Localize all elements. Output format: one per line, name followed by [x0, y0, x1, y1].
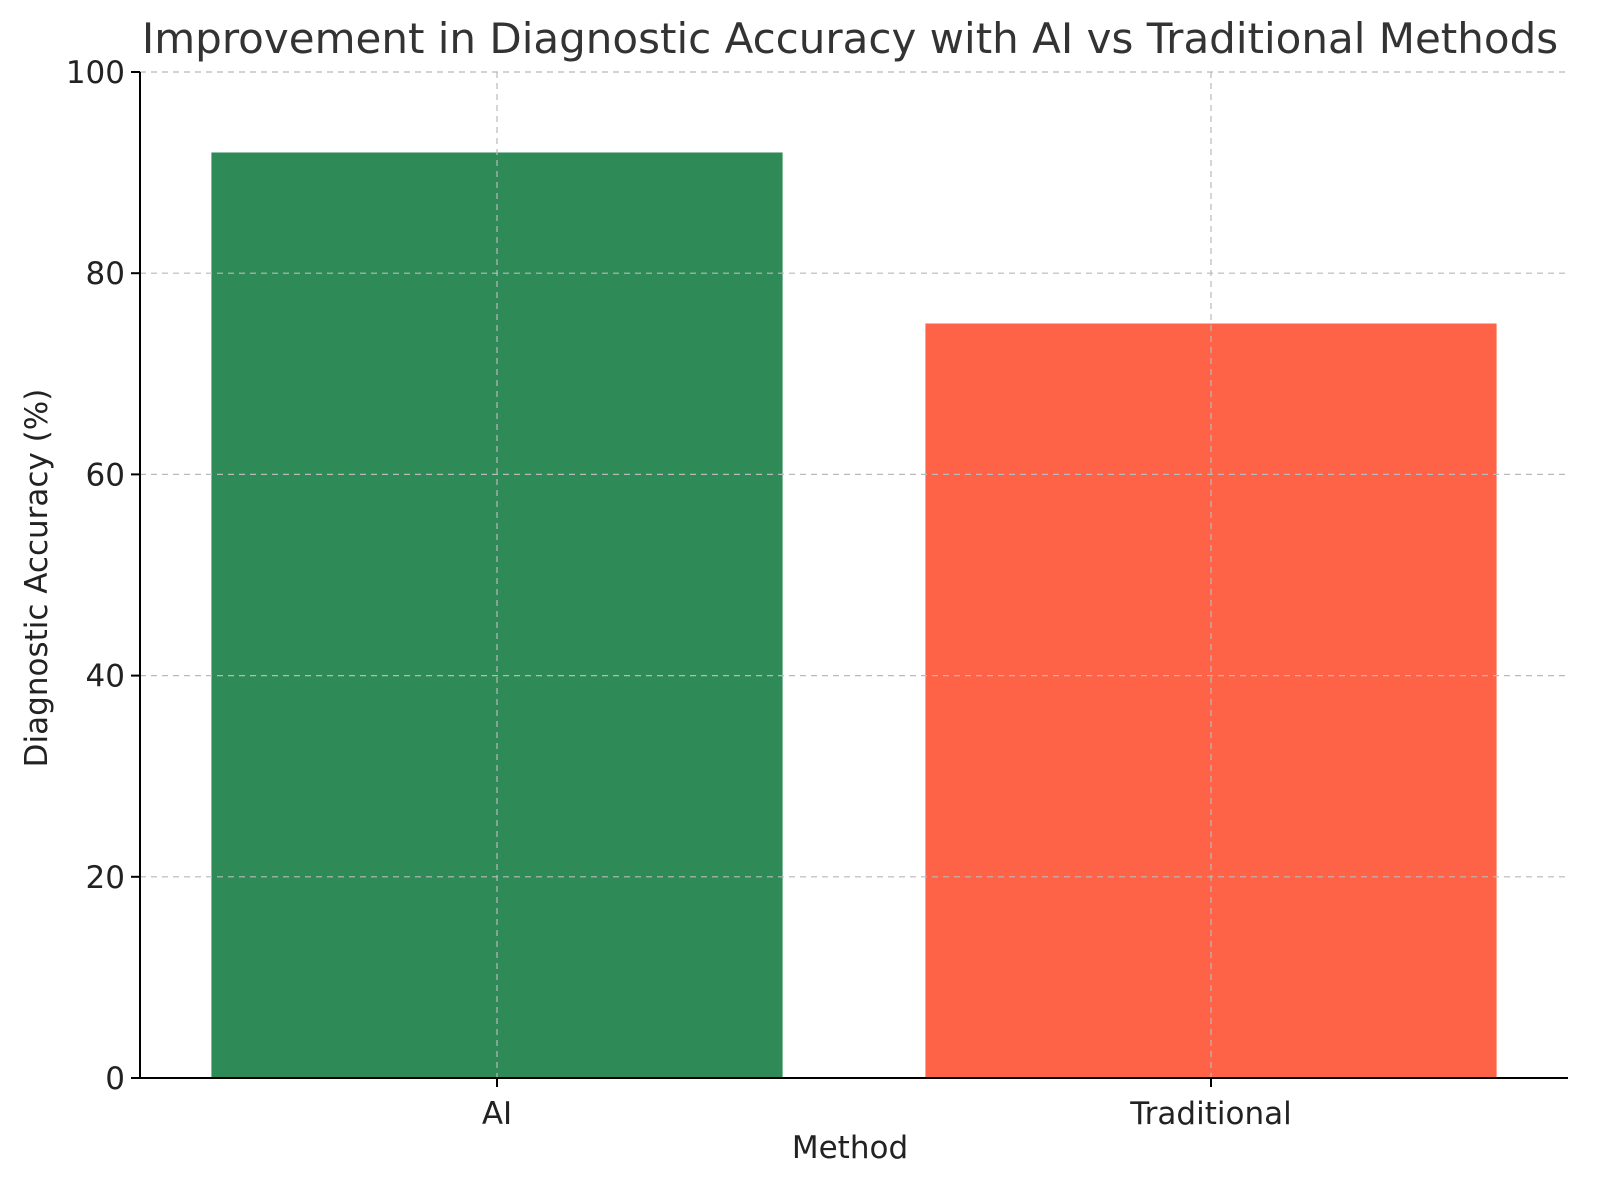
x-tick-label-ai: AI: [482, 1096, 512, 1132]
chart-title: Improvement in Diagnostic Accuracy with …: [142, 14, 1558, 63]
y-tick-label-80: 80: [86, 256, 125, 292]
y-tick-label-60: 60: [86, 457, 125, 493]
y-tick-label-100: 100: [66, 55, 125, 91]
x-tick-label-traditional: Traditional: [1129, 1096, 1291, 1132]
x-axis-label: Method: [792, 1130, 908, 1166]
y-tick-label-0: 0: [105, 1061, 125, 1097]
axes-layer: [139, 72, 1568, 1079]
grid-layer: [140, 71, 1568, 1078]
y-tick-label-20: 20: [86, 860, 125, 896]
ticks-layer: 0 20 40 60 80 100 AI Traditional: [66, 55, 1292, 1132]
y-axis-label: Diagnostic Accuracy (%): [19, 389, 55, 768]
bars-layer: [211, 152, 1497, 1079]
y-tick-label-40: 40: [86, 659, 125, 695]
